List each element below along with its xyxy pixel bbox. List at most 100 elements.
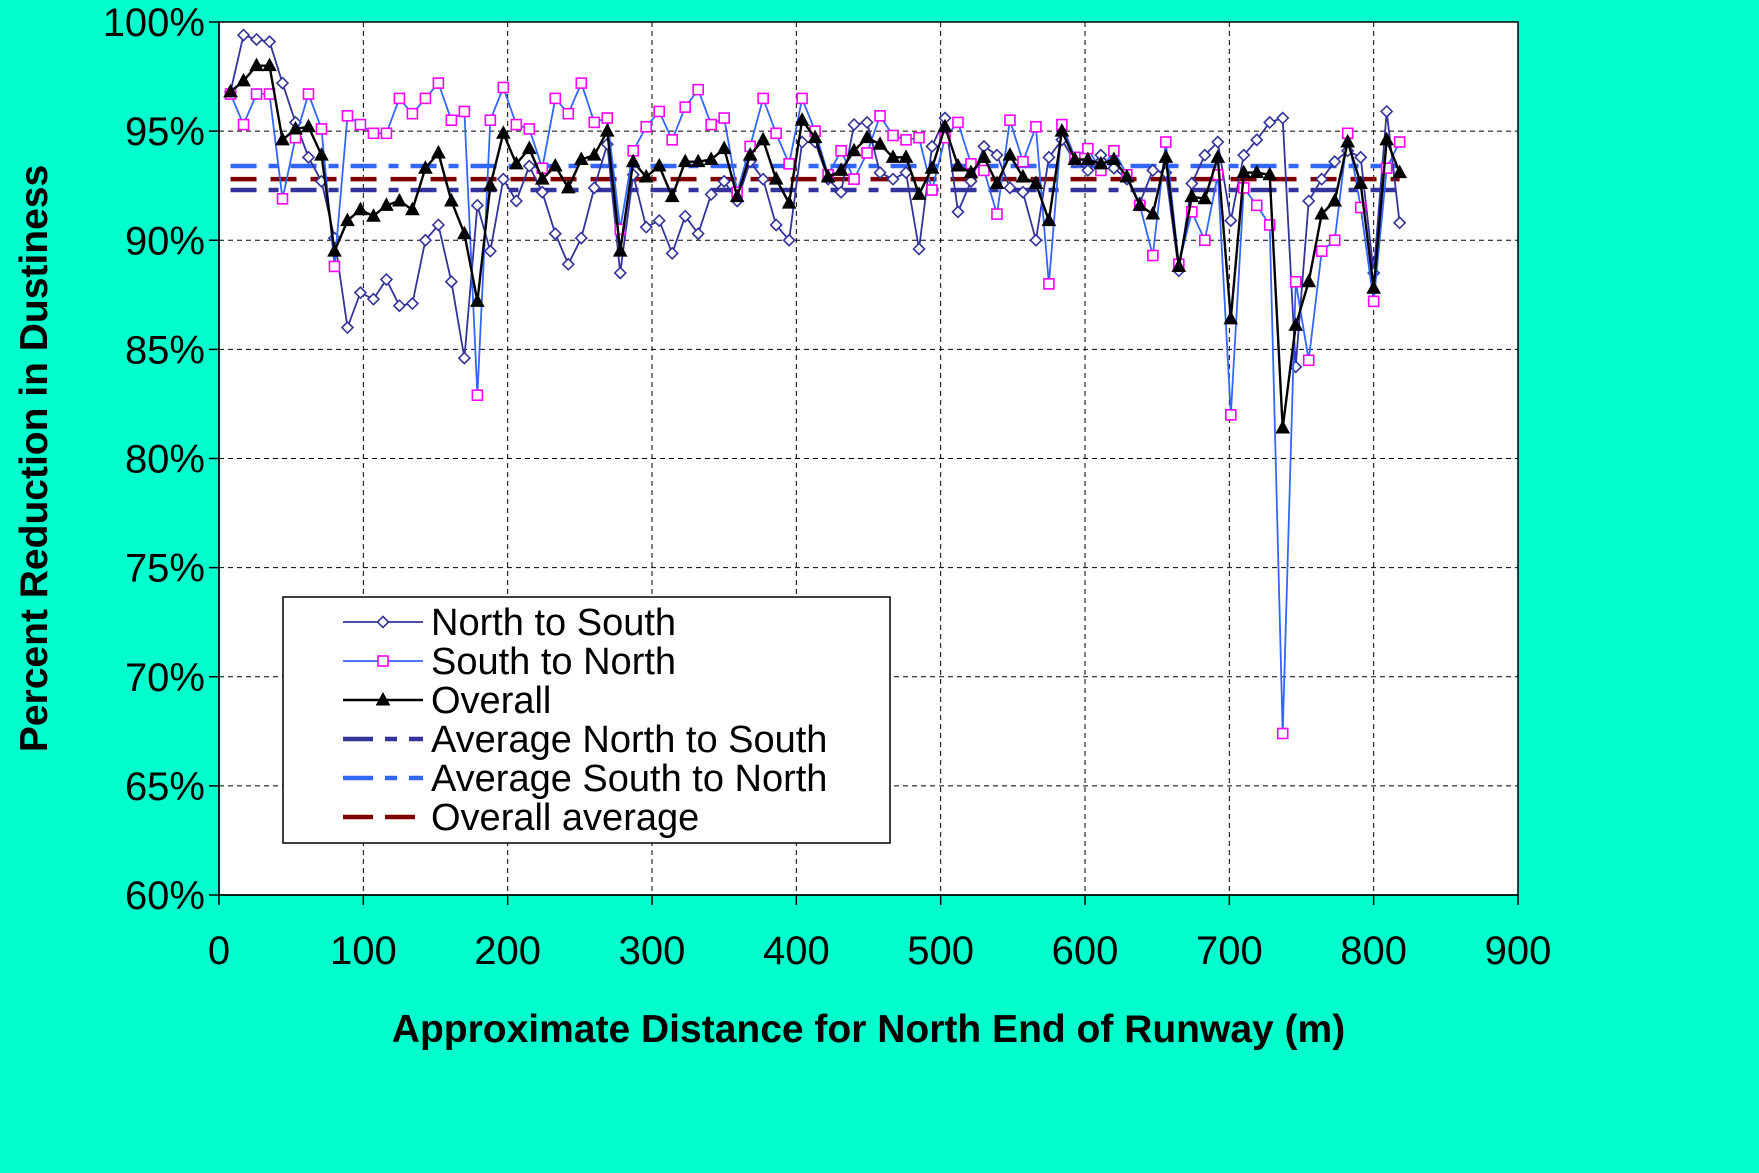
- data-point: [1249, 164, 1265, 179]
- data-point: [560, 179, 576, 194]
- data-point: [392, 299, 407, 313]
- data-point: [703, 151, 719, 165]
- x-tick-label: 0: [208, 929, 230, 973]
- data-point: [549, 92, 562, 105]
- data-point: [483, 177, 498, 192]
- data-point: [1393, 216, 1407, 230]
- data-point: [898, 149, 914, 163]
- data-point: [639, 220, 653, 234]
- data-point: [925, 139, 939, 154]
- data-point: [1132, 197, 1148, 211]
- data-point: [1276, 727, 1289, 740]
- data-point: [1367, 295, 1380, 308]
- data-point: [1223, 310, 1239, 325]
- data-point: [926, 184, 938, 196]
- data-point: [431, 144, 446, 159]
- data-point: [692, 83, 704, 96]
- data-point: [952, 116, 964, 129]
- data-point: [846, 142, 862, 157]
- data-point: [729, 188, 745, 203]
- data-point: [366, 292, 381, 306]
- data-point: [327, 243, 342, 257]
- data-point: [458, 105, 471, 118]
- data-point: [431, 218, 446, 232]
- data-point: [341, 110, 354, 122]
- data-point: [640, 120, 653, 133]
- data-point: [1093, 155, 1109, 170]
- data-point: [601, 112, 614, 124]
- data-point: [561, 257, 575, 271]
- data-point: [1184, 188, 1200, 203]
- data-point: [419, 92, 432, 105]
- data-point: [236, 28, 251, 42]
- data-point: [1302, 194, 1316, 208]
- data-point: [302, 88, 315, 100]
- data-point: [807, 129, 823, 144]
- data-point: [1250, 199, 1263, 212]
- data-point: [718, 112, 730, 124]
- data-series: [223, 28, 1407, 740]
- data-point: [950, 157, 966, 172]
- data-point: [405, 296, 420, 311]
- legend-label: South to North: [431, 641, 676, 683]
- data-point: [679, 101, 691, 113]
- legend-marker: [375, 691, 391, 706]
- data-point: [756, 172, 770, 186]
- data-point: [1354, 201, 1367, 214]
- data-point: [548, 227, 562, 241]
- data-point: [483, 244, 497, 258]
- data-point: [1186, 206, 1198, 218]
- data-point: [432, 77, 445, 89]
- data-point: [912, 242, 926, 256]
- data-point: [1028, 175, 1044, 190]
- data-point: [769, 218, 783, 232]
- data-point: [1288, 317, 1304, 331]
- y-tick-label: 90%: [125, 219, 205, 263]
- data-point: [249, 32, 264, 47]
- data-point: [783, 158, 795, 170]
- data-point: [625, 153, 641, 168]
- y-tick-label: 65%: [125, 765, 205, 809]
- legend-label: Average North to South: [431, 719, 827, 761]
- data-point: [1262, 166, 1278, 181]
- data-point: [547, 157, 563, 172]
- data-point: [315, 123, 328, 135]
- data-point: [470, 198, 484, 212]
- data-point: [523, 123, 536, 135]
- data-point: [873, 165, 887, 180]
- data-point: [860, 115, 874, 130]
- data-point: [1043, 278, 1055, 290]
- data-point: [1067, 151, 1083, 165]
- data-point: [664, 188, 680, 203]
- data-point: [534, 171, 550, 185]
- legend-item: Overall: [343, 680, 551, 722]
- data-point: [484, 114, 497, 127]
- data-point: [366, 208, 381, 222]
- data-point: [237, 118, 250, 131]
- data-point: [444, 192, 459, 207]
- tick-labels: 0 100 200 300 400 500 600 700 800 900 60% 65% 70% 75%…: [103, 1, 1552, 973]
- data-point: [833, 162, 849, 176]
- data-point: [1042, 150, 1056, 164]
- y-tick-label: 60%: [125, 874, 205, 918]
- data-point: [885, 149, 901, 163]
- data-point: [262, 35, 277, 49]
- data-point: [586, 147, 602, 161]
- data-point: [717, 174, 731, 188]
- data-point: [652, 213, 666, 228]
- legend-label: Overall average: [431, 797, 699, 839]
- data-point: [573, 151, 589, 165]
- x-tick-label: 500: [907, 929, 974, 973]
- data-point: [704, 187, 718, 202]
- data-point: [1314, 206, 1330, 220]
- data-point: [1211, 135, 1225, 149]
- axes: [209, 21, 1519, 905]
- data-point: [1250, 133, 1264, 147]
- data-point: [457, 351, 471, 365]
- data-point: [1158, 149, 1174, 163]
- data-point: [1080, 151, 1096, 165]
- data-point: [522, 159, 536, 173]
- data-point: [796, 92, 808, 105]
- data-point: [1054, 123, 1070, 137]
- data-point: [471, 389, 484, 402]
